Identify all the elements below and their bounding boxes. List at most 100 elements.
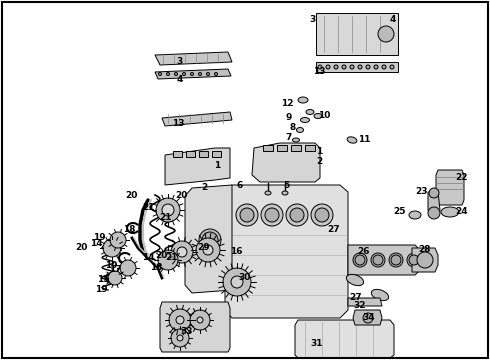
Ellipse shape: [371, 289, 389, 301]
Text: 32: 32: [353, 301, 366, 310]
Circle shape: [261, 204, 283, 226]
Text: 19: 19: [94, 234, 106, 243]
Text: 15: 15: [98, 275, 110, 284]
Circle shape: [171, 329, 189, 347]
Polygon shape: [155, 69, 231, 79]
Text: 18: 18: [123, 225, 136, 234]
Circle shape: [108, 271, 122, 285]
Text: 34: 34: [362, 314, 375, 323]
Text: 19: 19: [105, 261, 118, 270]
Polygon shape: [316, 13, 398, 55]
Circle shape: [311, 204, 333, 226]
Ellipse shape: [293, 138, 299, 142]
Text: 33: 33: [180, 328, 193, 337]
Ellipse shape: [407, 253, 421, 267]
Circle shape: [286, 204, 308, 226]
Text: 1: 1: [316, 148, 322, 157]
Polygon shape: [186, 151, 195, 157]
Circle shape: [240, 208, 254, 222]
Polygon shape: [436, 170, 464, 205]
Polygon shape: [291, 145, 301, 151]
Text: 3: 3: [310, 15, 316, 24]
Text: 8: 8: [290, 123, 296, 132]
Circle shape: [174, 72, 177, 76]
Text: 7: 7: [286, 134, 292, 143]
Circle shape: [315, 208, 329, 222]
Circle shape: [197, 317, 203, 323]
Circle shape: [103, 239, 121, 257]
Circle shape: [110, 232, 126, 248]
Circle shape: [363, 313, 373, 323]
Text: 14: 14: [143, 253, 155, 262]
Circle shape: [428, 207, 440, 219]
Circle shape: [158, 250, 178, 270]
Ellipse shape: [296, 127, 303, 132]
Text: 9: 9: [286, 113, 292, 122]
Text: 10: 10: [318, 111, 330, 120]
Ellipse shape: [409, 211, 421, 219]
Text: 31: 31: [310, 338, 322, 347]
Text: 27: 27: [327, 225, 340, 234]
Circle shape: [236, 204, 258, 226]
Circle shape: [350, 65, 354, 69]
Text: 17: 17: [109, 266, 122, 274]
Circle shape: [231, 276, 243, 288]
Text: 4: 4: [176, 76, 183, 85]
Ellipse shape: [265, 191, 271, 195]
Text: 26: 26: [358, 248, 370, 256]
Circle shape: [169, 309, 191, 331]
Circle shape: [171, 241, 193, 263]
Circle shape: [215, 72, 218, 76]
Polygon shape: [155, 52, 232, 65]
Polygon shape: [225, 185, 348, 318]
Circle shape: [176, 316, 184, 324]
Text: 6: 6: [237, 180, 243, 189]
Circle shape: [417, 252, 433, 268]
Text: 21: 21: [160, 213, 172, 222]
Ellipse shape: [298, 97, 308, 103]
Ellipse shape: [314, 113, 322, 118]
Circle shape: [182, 72, 186, 76]
Circle shape: [190, 310, 210, 330]
Ellipse shape: [282, 191, 288, 195]
Circle shape: [191, 72, 194, 76]
Text: 1: 1: [214, 161, 220, 170]
Circle shape: [342, 65, 346, 69]
Text: 5: 5: [283, 180, 289, 189]
Circle shape: [355, 255, 365, 265]
Circle shape: [378, 26, 394, 42]
Circle shape: [203, 245, 213, 255]
Text: 16: 16: [230, 248, 243, 256]
Polygon shape: [348, 245, 420, 275]
Polygon shape: [305, 145, 315, 151]
Text: 20: 20: [175, 190, 187, 199]
Polygon shape: [412, 248, 438, 272]
Polygon shape: [185, 185, 232, 293]
Circle shape: [391, 255, 401, 265]
Circle shape: [409, 255, 419, 265]
Ellipse shape: [300, 117, 310, 122]
Ellipse shape: [371, 253, 385, 267]
Circle shape: [366, 65, 370, 69]
Polygon shape: [263, 145, 273, 151]
Ellipse shape: [441, 207, 459, 217]
Text: 30: 30: [238, 274, 250, 283]
Polygon shape: [428, 192, 440, 215]
Text: 20: 20: [75, 243, 88, 252]
Polygon shape: [165, 148, 230, 185]
Text: 22: 22: [455, 174, 467, 183]
Text: 4: 4: [390, 15, 396, 24]
Text: 21: 21: [143, 202, 155, 211]
Circle shape: [162, 204, 174, 216]
Polygon shape: [353, 310, 382, 325]
Text: 27: 27: [349, 293, 362, 302]
Polygon shape: [252, 143, 320, 182]
Ellipse shape: [353, 253, 367, 267]
Circle shape: [318, 65, 322, 69]
Circle shape: [358, 65, 362, 69]
Polygon shape: [316, 62, 398, 72]
Circle shape: [202, 232, 218, 248]
Text: 14: 14: [90, 238, 103, 248]
Text: 18: 18: [150, 264, 163, 273]
Text: 28: 28: [418, 246, 431, 255]
